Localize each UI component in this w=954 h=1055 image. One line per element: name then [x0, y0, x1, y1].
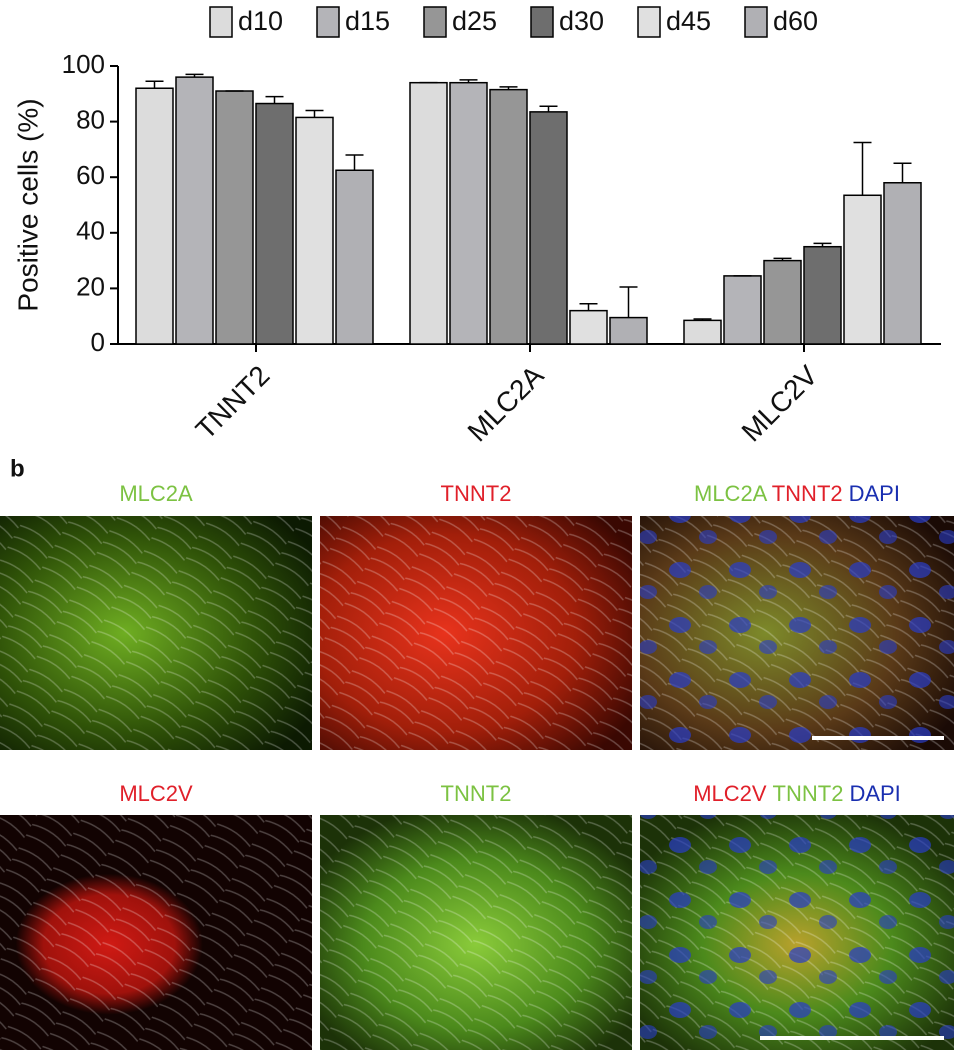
- bar: [135, 87, 174, 345]
- x-tick-label: MLC2A: [462, 359, 550, 447]
- error-bar: [459, 79, 478, 83]
- error-bar: [693, 318, 712, 321]
- legend-label: d25: [452, 6, 497, 36]
- title-part: TNNT2: [441, 781, 512, 806]
- panel-label: b: [10, 455, 25, 482]
- title-part: MLC2V: [119, 781, 193, 806]
- bar: [843, 194, 882, 345]
- x-tick-label: MLC2V: [736, 359, 824, 447]
- y-tick-label: 40: [76, 216, 105, 246]
- bar: [215, 90, 254, 345]
- micrograph-texture: [0, 815, 312, 1050]
- legend-swatch: [637, 6, 661, 38]
- error-bar: [539, 105, 558, 112]
- micrograph-texture: [320, 815, 632, 1050]
- image-title: TNNT2: [441, 481, 512, 506]
- bar: [175, 76, 214, 345]
- bar: [569, 309, 608, 345]
- legend-swatch: [530, 6, 554, 38]
- nuclei: [640, 815, 954, 1050]
- bar: [255, 102, 294, 345]
- title-part: TNNT2: [772, 481, 843, 506]
- error-bar: [813, 242, 832, 247]
- legend-swatch: [744, 6, 768, 38]
- legend-swatch: [316, 6, 340, 38]
- title-part: MLC2V: [693, 781, 767, 806]
- legend-label: d60: [773, 6, 818, 36]
- image-title: MLC2A TNNT2 DAPI: [694, 481, 900, 506]
- bar: [683, 319, 722, 345]
- bar: [449, 81, 488, 345]
- error-bar: [619, 286, 638, 318]
- bar: [489, 88, 528, 345]
- image-title: MLC2V TNNT2 DAPI: [693, 781, 901, 806]
- image-title: MLC2V: [119, 781, 193, 806]
- error-bar: [579, 302, 598, 311]
- legend-label: d10: [238, 6, 283, 36]
- image-title: MLC2A: [119, 481, 193, 506]
- y-tick-label: 80: [76, 104, 105, 134]
- nuclei: [640, 516, 954, 750]
- bar: [609, 316, 648, 345]
- bar: [335, 169, 374, 345]
- bar: [883, 182, 922, 345]
- y-axis-label: Positive cells (%): [12, 98, 43, 311]
- x-tick-label: TNNT2: [190, 360, 276, 446]
- legend-label: d30: [559, 6, 604, 36]
- y-tick-label: 60: [76, 160, 105, 190]
- legend-label: d15: [345, 6, 390, 36]
- bar: [803, 245, 842, 345]
- bar: [763, 259, 802, 345]
- error-bar: [345, 154, 364, 171]
- error-bar: [893, 162, 912, 183]
- title-part: DAPI: [849, 781, 900, 806]
- bar: [295, 116, 334, 345]
- bar: [409, 81, 448, 345]
- micrograph-texture: [320, 516, 632, 750]
- error-bar: [185, 73, 204, 78]
- title-part: TNNT2: [773, 781, 844, 806]
- error-bar: [145, 80, 164, 89]
- title-part: MLC2A: [694, 481, 768, 506]
- legend-swatch: [423, 6, 447, 38]
- error-bar: [499, 86, 518, 90]
- image-title: TNNT2: [441, 781, 512, 806]
- y-tick-label: 100: [62, 49, 105, 79]
- y-tick-label: 0: [91, 327, 105, 357]
- bar: [723, 275, 762, 345]
- error-bar: [773, 257, 792, 261]
- title-part: TNNT2: [441, 481, 512, 506]
- error-bar: [305, 109, 324, 118]
- error-bar: [265, 95, 284, 104]
- title-part: DAPI: [849, 481, 900, 506]
- y-tick-label: 20: [76, 271, 105, 301]
- micrograph-texture: [0, 516, 312, 750]
- legend-swatch: [209, 6, 233, 38]
- bar-chart: 0 20 40 60 80 100 Positive cells (%) d10 d15 d25 d…: [12, 6, 941, 447]
- error-bar: [853, 141, 872, 196]
- bar: [529, 111, 568, 345]
- title-part: MLC2A: [119, 481, 193, 506]
- legend-label: d45: [666, 6, 711, 36]
